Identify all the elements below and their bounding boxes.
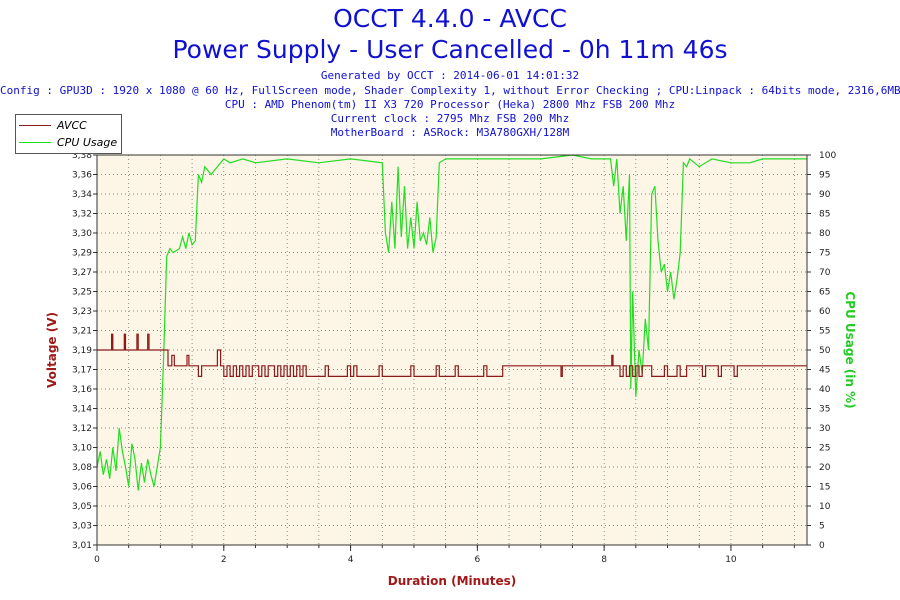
y-right-tick-label: 65 — [819, 288, 830, 298]
legend: AVCC CPU Usage — [15, 114, 122, 154]
y-right-tick-label: 75 — [819, 249, 830, 259]
y-right-axis-label: CPU Usage (in %) — [843, 291, 857, 408]
y-right-tick-label: 90 — [819, 190, 831, 200]
x-tick-label: 2 — [221, 555, 227, 565]
chart-subtitle: Power Supply - User Cancelled - 0h 11m 4… — [172, 35, 728, 64]
y-left-tick-label: 3,30 — [72, 229, 92, 239]
legend-swatch-avcc — [19, 124, 51, 126]
y-left-tick-label: 3,10 — [72, 444, 92, 454]
y-left-tick-label: 3,32 — [72, 210, 92, 220]
y-left-tick-label: 3,25 — [72, 288, 92, 298]
y-right-tick-label: 60 — [819, 307, 831, 317]
y-left-tick-label: 3,38 — [72, 151, 92, 161]
y-left-tick-label: 3,17 — [72, 366, 92, 376]
plot-border — [96, 154, 808, 546]
y-right-tick-label: 95 — [819, 171, 830, 181]
x-tick-label: 0 — [94, 555, 100, 565]
y-left-tick-label: 3,01 — [72, 541, 92, 551]
x-tick-label: 10 — [725, 555, 737, 565]
y-left-tick-label: 3,36 — [72, 171, 92, 181]
legend-item-avcc: AVCC — [19, 118, 87, 132]
y-right-tick-label: 100 — [819, 151, 836, 161]
y-right-tick-label: 5 — [819, 522, 825, 532]
y-left-tick-label: 3,03 — [72, 522, 92, 532]
y-left-tick-label: 3,12 — [72, 424, 92, 434]
y-left-tick-label: 3,08 — [72, 463, 92, 473]
y-right-tick-label: 35 — [819, 405, 830, 415]
series-line-avcc — [97, 333, 807, 377]
plot-area — [97, 155, 807, 545]
legend-item-cpu: CPU Usage — [19, 135, 117, 149]
y-right-tick-label: 40 — [819, 385, 831, 395]
y-right-tick-label: 10 — [819, 502, 831, 512]
y-right-tick-label: 30 — [819, 424, 831, 434]
y-right-tick-label: 15 — [819, 483, 830, 493]
y-left-tick-label: 3,06 — [72, 483, 92, 493]
series-line-cpu-usage — [96, 154, 807, 491]
config-info: Config : GPU3D : 1920 x 1080 @ 60 Hz, Fu… — [0, 84, 900, 97]
y-right-tick-label: 20 — [819, 463, 831, 473]
x-tick-label: 8 — [601, 555, 607, 565]
legend-label-avcc: AVCC — [57, 118, 87, 132]
y-left-tick-label: 3,14 — [72, 405, 92, 415]
motherboard-info: MotherBoard : ASRock: M3A780GXH/128M — [330, 126, 570, 139]
y-left-tick-label: 3,21 — [72, 327, 92, 337]
y-left-tick-label: 3,05 — [72, 502, 92, 512]
y-right-tick-label: 80 — [819, 229, 831, 239]
y-left-tick-label: 3,19 — [72, 346, 92, 356]
y-left-tick-label: 3,34 — [72, 190, 92, 200]
y-left-axis-label: Voltage (V) — [45, 312, 59, 388]
y-left-tick-label: 3,16 — [72, 385, 92, 395]
clock-info: Current clock : 2795 Mhz FSB 200 Mhz — [330, 112, 570, 125]
y-right-tick-label: 0 — [819, 541, 825, 551]
y-left-tick-label: 3,27 — [72, 268, 92, 278]
chart-title: OCCT 4.4.0 - AVCC — [333, 4, 567, 33]
y-right-tick-label: 70 — [819, 268, 831, 278]
y-left-tick-label: 3,23 — [72, 307, 92, 317]
legend-label-cpu: CPU Usage — [57, 135, 118, 149]
x-axis-label: Duration (Minutes) — [388, 574, 516, 588]
y-right-tick-label: 45 — [819, 366, 830, 376]
y-right-tick-label: 55 — [819, 327, 830, 337]
x-tick-label: 6 — [474, 555, 480, 565]
x-tick-label: 4 — [348, 555, 354, 565]
y-right-tick-label: 50 — [819, 346, 831, 356]
y-right-tick-label: 85 — [819, 210, 830, 220]
y-right-tick-label: 25 — [819, 444, 830, 454]
y-left-tick-label: 3,29 — [72, 249, 92, 259]
legend-swatch-cpu — [19, 141, 51, 143]
generated-info: Generated by OCCT : 2014-06-01 14:01:32 — [320, 69, 580, 82]
cpu-info: CPU : AMD Phenom(tm) II X3 720 Processor… — [224, 98, 676, 111]
